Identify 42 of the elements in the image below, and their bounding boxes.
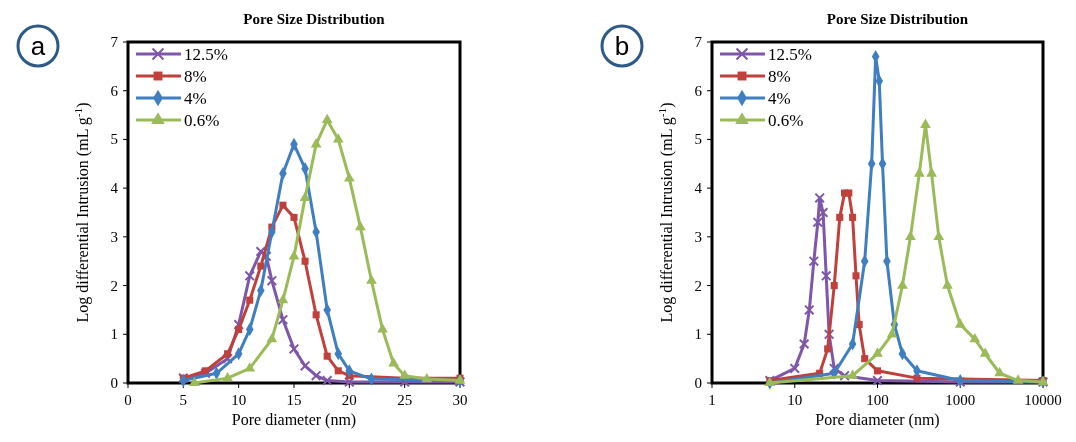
x-tick-label: 30: [452, 392, 468, 408]
chart-title: Pore Size Distribution: [243, 11, 386, 27]
x-tick-label: 10: [787, 392, 803, 408]
x-tick-label: 20: [341, 392, 357, 408]
y-tick-label: 1: [110, 326, 118, 343]
x-tick-label: 1000: [945, 392, 976, 408]
legend-label: 0.6%: [768, 111, 804, 130]
y-tick-label: 4: [110, 180, 119, 197]
x-axis-title: Pore diameter (nm): [815, 411, 940, 429]
y-tick-label: 1: [694, 326, 702, 343]
x-tick-label: 25: [397, 392, 413, 408]
text: b: [614, 31, 630, 61]
x-tick-label: 10: [231, 392, 247, 408]
legend-label: 12.5%: [184, 45, 228, 64]
legend-label: 0.6%: [184, 111, 220, 130]
y-tick-label: 2: [694, 277, 702, 294]
y-tick-label: 3: [694, 228, 702, 245]
x-tick-label: 1: [708, 392, 716, 408]
y-tick-label: 7: [110, 34, 119, 50]
x-tick-label: 15: [286, 392, 302, 408]
x-tick-label: 0: [124, 392, 132, 408]
legend-label: 8%: [768, 67, 791, 86]
y-tick-label: 0: [694, 375, 702, 391]
y-tick-label: 0: [110, 375, 118, 391]
chart-title: Pore Size Distribution: [826, 11, 969, 27]
y-tick-label: 6: [694, 82, 703, 99]
y-tick-label: 5: [694, 131, 702, 148]
y-tick-label: 5: [110, 131, 118, 148]
legend-label: 4%: [184, 89, 207, 108]
y-tick-label: 2: [110, 277, 118, 294]
y-tick-label: 6: [110, 82, 119, 99]
legend-label: 12.5%: [768, 45, 812, 64]
x-tick-label: 10000: [1024, 392, 1062, 408]
text: a: [30, 31, 46, 61]
x-tick-label: 100: [866, 392, 889, 408]
y-tick-label: 7: [694, 34, 703, 50]
legend-label: 4%: [768, 89, 791, 108]
legend-label: 8%: [184, 67, 207, 86]
y-tick-label: 4: [694, 180, 703, 197]
x-axis-title: Pore diameter (nm): [231, 411, 357, 429]
y-tick-label: 3: [110, 228, 118, 245]
x-tick-label: 5: [179, 392, 188, 408]
